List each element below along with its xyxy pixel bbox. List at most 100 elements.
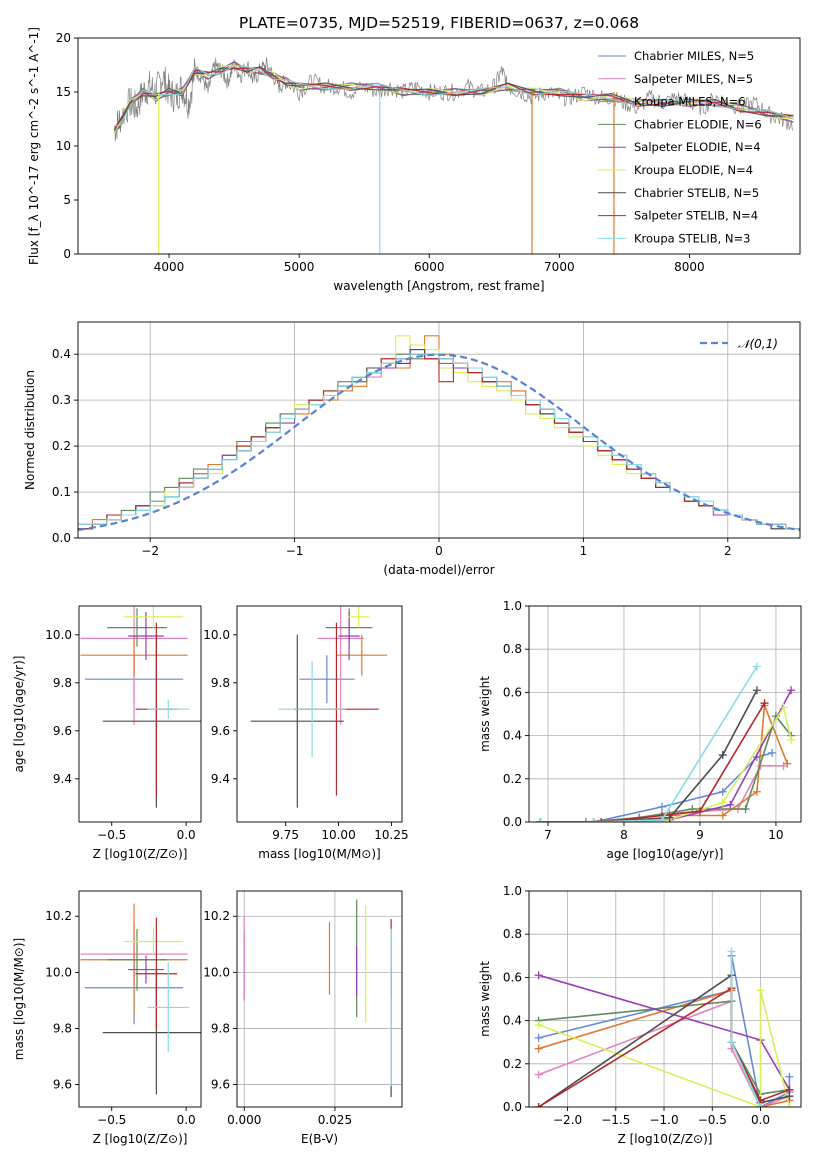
y-tick-label: 10 [56,139,71,153]
legend-entry: Salpeter STELIB, N=4 [634,209,758,223]
errorbar-point [278,661,346,758]
y-tick-label: 0 [63,247,71,261]
x-axis-label: Z [log10(Z/Z⊙)] [93,1132,188,1146]
x-tick-label: −0.5 [97,828,126,842]
plus-marker [787,735,796,744]
y-tick-label: 9.8 [211,1021,230,1035]
plus-marker [756,986,765,995]
x-axis-label: mass [log10(M/M⊙)] [258,847,380,861]
age_vs_mass-plot-area [250,606,388,808]
errorbar-point [338,612,360,660]
x-tick-label: 10.00 [321,828,355,842]
plus-marker [536,818,545,822]
x-axis-label: (data-model)/error [383,563,494,577]
plus-marker [534,1020,543,1029]
y-tick-label: 10.2 [203,909,230,923]
plus-marker [741,805,750,814]
errorbar-point [348,606,370,628]
y-tick-label: 9.8 [53,1021,72,1035]
legend-entry: Chabrier MILES, N=5 [634,49,754,63]
residuals-plot-area [78,335,800,531]
errorbar-point [128,612,164,660]
plus-marker [779,703,788,712]
errorbar-point [317,606,364,725]
x-tick-label: 0.025 [318,1113,352,1127]
plus-marker [534,1103,543,1107]
errorbar-point [336,634,388,676]
y-tick-label: 15 [56,85,71,99]
chart-title: PLATE=0735, MJD=52519, FIBERID=0637, z=0… [239,14,639,32]
plus-marker [534,1070,543,1079]
plus-marker [695,807,704,816]
histogram-step [78,353,800,530]
y-tick-label: 9.6 [53,1078,72,1092]
x-tick-label: −2.0 [553,1113,582,1127]
y-axis-label: Flux [f_λ 10^-17 erg cm^-2 s^-1 A^-1] [27,27,41,265]
plus-marker [534,1033,543,1042]
y-tick-label: 0.0 [503,1100,522,1114]
x-tick-label: 10 [768,828,783,842]
mass_vs_ebv-plot-area [243,899,392,1098]
spectrum-panel: 4000 5000 6000 7000 8000 0 5 10 15 20 wavelength [… [27,14,801,293]
plus-marker [718,798,727,807]
massweight_vs_age-frame [528,605,802,823]
x-tick-label: 7 [544,828,552,842]
errorbar-point [147,962,190,1053]
x-tick-label: 8000 [674,260,705,274]
y-tick-label: 1.0 [503,884,522,898]
legend-entry: Kroupa ELODIE, N=4 [634,163,753,177]
x-axis-label: wavelength [Angstrom, rest frame] [333,279,544,293]
y-tick-label: 10.0 [203,628,230,642]
y-tick-label: 0.1 [52,485,71,499]
plus-marker [760,699,769,708]
mass-weight-line [540,689,792,822]
mass-weight-line [540,705,792,822]
massweight_vs_age-plot-area [536,662,796,822]
plus-marker [726,800,735,809]
plus-marker [657,802,666,811]
x-tick-label: 0.0 [751,1113,770,1127]
massweight_vs_Z-plot-area [534,947,794,1107]
plus-marker [752,662,761,671]
x-tick-label: 0.000 [227,1113,261,1127]
legend-entry: Kroupa MILES, N=6 [634,95,746,109]
plus-marker [768,748,777,757]
legend-entry: Kroupa STELIB, N=3 [634,231,751,245]
x-tick-label: −1.0 [649,1113,678,1127]
x-axis-label: Z [log10(Z/Z⊙)] [93,847,188,861]
plus-marker [657,815,666,822]
y-tick-label: 9.8 [53,676,72,690]
mass_vs_Z-frame [78,890,202,1108]
y-tick-label: 0.2 [52,439,71,453]
y-tick-label: 9.8 [211,676,230,690]
massweight_vs_Z-panel: −2.0 −1.5 −1.0 −0.5 0.0 0.0 0.2 0.4 0.6 0.8 1.0 Z [… [478,884,802,1146]
x-tick-label: −1 [286,544,304,558]
x-tick-label: 9.75 [272,828,299,842]
errorbar-point [135,917,178,1030]
plus-marker [787,686,796,695]
plus-marker [534,1044,543,1053]
y-tick-label: 10.0 [45,965,72,979]
x-tick-label: 1 [580,544,588,558]
y-tick-label: 0.8 [503,642,522,656]
errorbar-point [80,634,188,676]
age_vs_mass-frame [236,605,403,823]
y-tick-label: 9.6 [211,724,230,738]
age_vs_Z-plot-area [80,606,201,808]
errorbar-point [147,699,190,719]
x-tick-label: 6000 [414,260,445,274]
legend-entry: Chabrier STELIB, N=5 [634,186,759,200]
x-axis-label: age [log10(age/yr)] [607,847,724,861]
y-axis-label: Normed distribution [23,370,37,490]
y-tick-label: 0.4 [503,729,522,743]
errorbar-point [123,606,184,628]
y-tick-label: 9.6 [53,724,72,738]
plus-marker [752,686,761,695]
x-tick-label: 2 [724,544,732,558]
y-axis-label: age [log10(age/yr)] [12,656,26,773]
plus-marker [727,1038,736,1047]
y-tick-label: 5 [63,193,71,207]
legend-entry: 𝒩(0,1) [738,337,778,351]
plus-marker [785,1103,794,1107]
